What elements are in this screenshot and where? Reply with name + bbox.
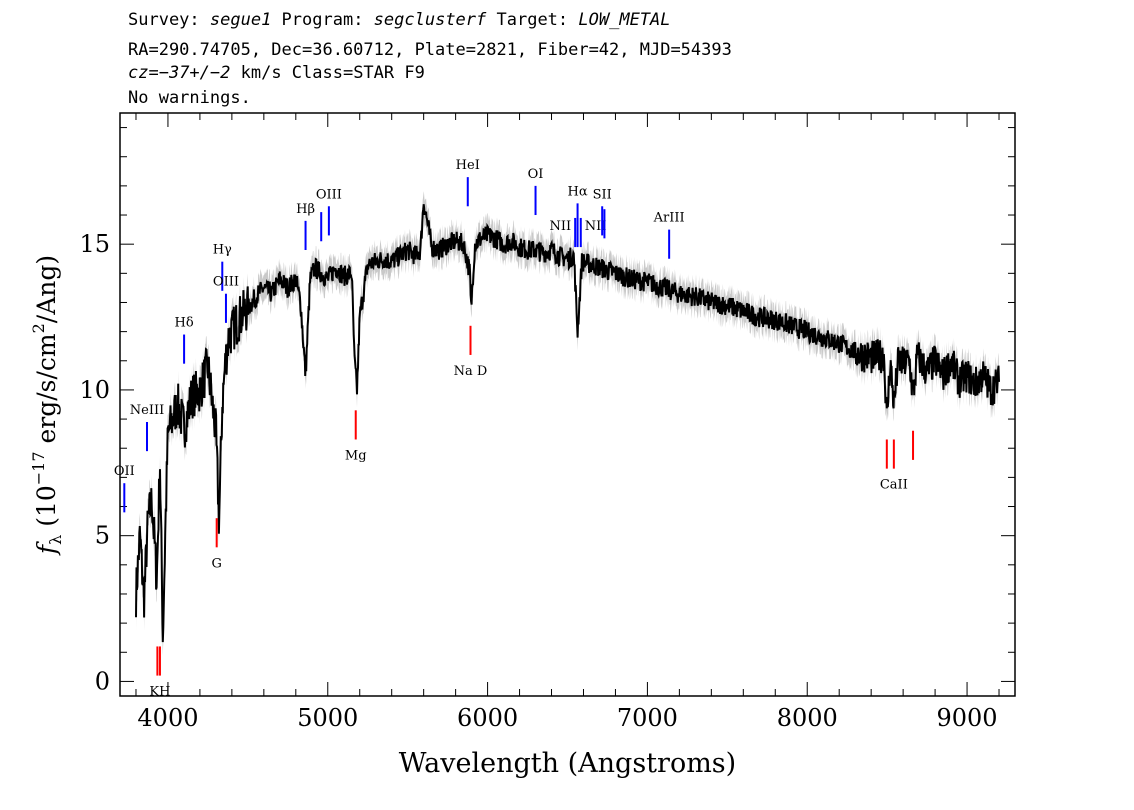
- x-tick-label: 7000: [617, 704, 678, 732]
- line-marker-label: ArIII: [653, 211, 685, 226]
- line-marker-label: KH: [149, 685, 170, 700]
- y-axis-label: fλ (10−17 erg/s/cm2/Ang): [29, 255, 65, 556]
- y-tick-label: 0: [95, 667, 110, 695]
- x-axis-label: Wavelength (Angstroms): [399, 748, 736, 779]
- line-marker-label: G: [211, 556, 221, 571]
- line-marker-label: OIII: [213, 275, 239, 290]
- header-line-coords: RA=290.74705, Dec=36.60712, Plate=2821, …: [128, 40, 732, 60]
- line-marker-label: Hα: [568, 184, 588, 199]
- plot-frame: [119, 112, 1016, 697]
- line-marker-label: Hδ: [175, 316, 194, 331]
- line-marker-label: Hβ: [296, 202, 315, 217]
- program-name: segclusterf: [373, 10, 487, 30]
- line-marker-label: Hγ: [213, 243, 232, 258]
- y-tick-label: 10: [79, 376, 110, 404]
- survey-name: segue1: [209, 10, 272, 30]
- line-marker-label: SII: [593, 187, 612, 202]
- x-tick-label: 6000: [457, 704, 518, 732]
- x-tick-label: 8000: [777, 704, 838, 732]
- header-line-warnings: No warnings.: [128, 88, 251, 108]
- target-name: LOW_METAL: [578, 10, 671, 30]
- x-tick-label: 5000: [297, 704, 358, 732]
- line-marker-label: Mg: [345, 448, 367, 463]
- line-marker-label: OI: [528, 167, 544, 182]
- line-marker-label: Na D: [454, 364, 488, 379]
- x-tick-label: 4000: [137, 704, 198, 732]
- line-marker-label: HeI: [456, 158, 480, 173]
- line-marker-label: OIII: [316, 187, 342, 202]
- header-line-redshift: cz=−37+/−2 km/s Class=STAR F9: [128, 63, 425, 83]
- line-marker-label: CaII: [880, 478, 908, 493]
- y-tick-label: 15: [79, 230, 110, 258]
- flux-line: [135, 204, 1000, 643]
- line-marker-label: OII: [114, 464, 135, 479]
- line-marker-label: NeIII: [130, 403, 164, 418]
- line-marker-label: NII: [585, 219, 607, 234]
- x-tick-label: 9000: [937, 704, 998, 732]
- cz-value: −37+/−2: [158, 63, 231, 83]
- header-line-survey: Survey: segue1 Program: segclusterf Targ…: [128, 10, 671, 30]
- y-tick-label: 5: [95, 522, 110, 550]
- line-marker-label: NII: [550, 219, 572, 234]
